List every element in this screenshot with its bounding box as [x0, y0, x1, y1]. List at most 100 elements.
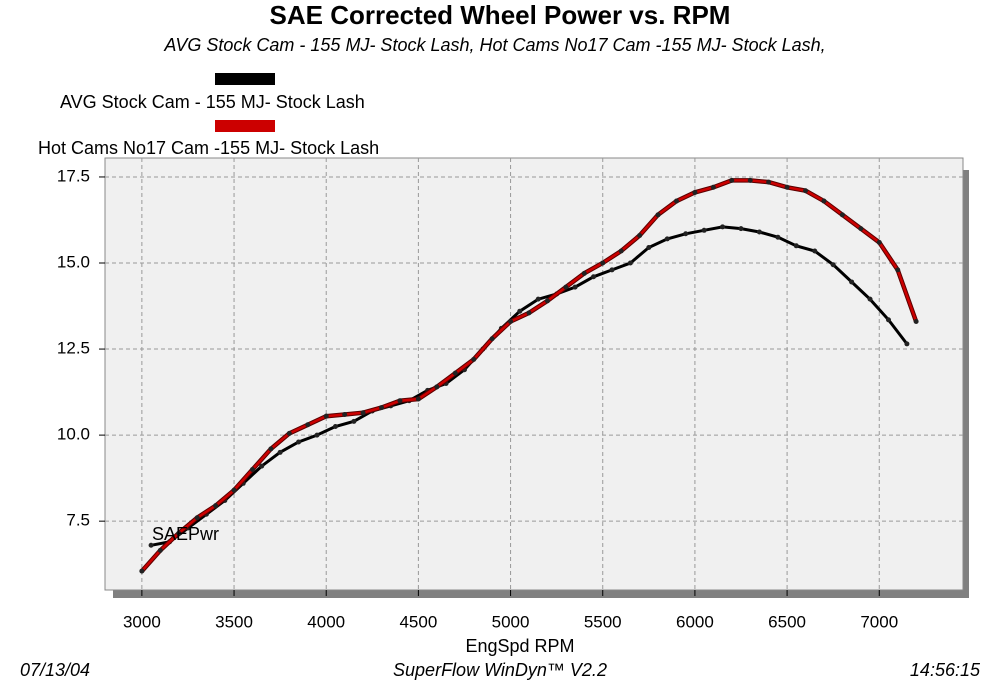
legend-swatch	[215, 120, 275, 132]
x-tick-label: 7000	[860, 612, 898, 631]
data-point	[766, 179, 772, 185]
data-point	[913, 319, 919, 325]
data-point	[259, 463, 265, 469]
data-point	[379, 405, 385, 411]
data-point	[332, 424, 338, 430]
data-point	[710, 184, 716, 190]
data-point	[784, 184, 790, 190]
legend-swatch	[215, 73, 275, 85]
y-tick-label: 15.0	[57, 252, 90, 271]
plot-area	[104, 157, 964, 591]
data-point	[600, 260, 606, 266]
data-point	[148, 542, 154, 548]
data-point	[213, 503, 219, 509]
data-point	[839, 212, 845, 218]
data-point	[194, 515, 200, 521]
data-point	[830, 262, 836, 268]
plot-shadow	[113, 590, 969, 598]
data-point	[793, 243, 799, 249]
data-point	[683, 231, 689, 237]
y-tick-label: 10.0	[57, 425, 90, 444]
legend-label: Hot Cams No17 Cam -155 MJ- Stock Lash	[38, 138, 379, 158]
data-point	[747, 177, 753, 183]
data-point	[517, 308, 523, 314]
data-point	[572, 284, 578, 290]
data-point	[885, 317, 891, 323]
data-point	[397, 398, 403, 404]
data-point	[904, 341, 910, 347]
data-point	[249, 467, 255, 473]
data-point	[729, 177, 735, 183]
data-point	[646, 245, 652, 251]
data-point	[756, 229, 762, 235]
data-point	[139, 568, 145, 574]
x-tick-label: 4000	[307, 612, 345, 631]
data-point	[342, 411, 348, 417]
data-point	[415, 396, 421, 402]
data-point	[544, 298, 550, 304]
data-point	[673, 198, 679, 204]
chart-title: SAE Corrected Wheel Power vs. RPM	[270, 0, 731, 30]
data-point	[563, 284, 569, 290]
footer-software: SuperFlow WinDyn™ V2.2	[393, 660, 607, 680]
data-point	[849, 279, 855, 285]
data-point	[627, 260, 633, 266]
data-point	[305, 422, 311, 428]
x-tick-label: 3500	[215, 612, 253, 631]
data-point	[296, 439, 302, 445]
chart-subtitle: AVG Stock Cam - 155 MJ- Stock Lash, Hot …	[163, 35, 825, 55]
legend-label: AVG Stock Cam - 155 MJ- Stock Lash	[60, 92, 365, 112]
data-point	[434, 384, 440, 390]
data-point	[176, 530, 182, 536]
data-point	[535, 296, 541, 302]
data-point	[277, 449, 283, 455]
data-point	[803, 188, 809, 194]
footer-time: 14:56:15	[910, 660, 981, 680]
data-point	[720, 224, 726, 230]
data-point	[609, 267, 615, 273]
data-point	[286, 430, 292, 436]
data-point	[591, 274, 597, 280]
data-point	[231, 487, 237, 493]
data-point	[581, 270, 587, 276]
x-tick-label: 4500	[399, 612, 437, 631]
x-axis-label: EngSpd RPM	[465, 636, 574, 656]
data-point	[738, 226, 744, 232]
plot-shadow	[963, 170, 969, 598]
data-point	[821, 198, 827, 204]
data-point	[360, 410, 366, 416]
x-tick-label: 5000	[492, 612, 530, 631]
data-point	[618, 248, 624, 254]
y-tick-label: 7.5	[66, 511, 90, 530]
data-point	[858, 226, 864, 232]
data-point	[812, 248, 818, 254]
data-point	[692, 189, 698, 195]
data-point	[876, 239, 882, 245]
y-tick-label: 17.5	[57, 166, 90, 185]
data-point	[775, 234, 781, 240]
data-point	[637, 232, 643, 238]
data-point	[471, 356, 477, 362]
data-point	[895, 267, 901, 273]
annotation: SAEPwr	[152, 524, 219, 544]
x-tick-label: 6500	[768, 612, 806, 631]
data-point	[701, 227, 707, 233]
data-point	[452, 370, 458, 376]
data-point	[526, 310, 532, 316]
data-point	[655, 212, 661, 218]
data-point	[314, 432, 320, 438]
data-point	[157, 547, 163, 553]
data-point	[268, 446, 274, 452]
data-point	[664, 236, 670, 242]
data-point	[867, 296, 873, 302]
x-tick-label: 5500	[584, 612, 622, 631]
x-tick-label: 3000	[123, 612, 161, 631]
data-point	[323, 413, 329, 419]
data-point	[351, 418, 357, 424]
x-tick-label: 6000	[676, 612, 714, 631]
series-line	[150, 225, 909, 547]
footer-date: 07/13/04	[20, 660, 90, 680]
y-tick-label: 12.5	[57, 339, 90, 358]
data-point	[489, 336, 495, 342]
